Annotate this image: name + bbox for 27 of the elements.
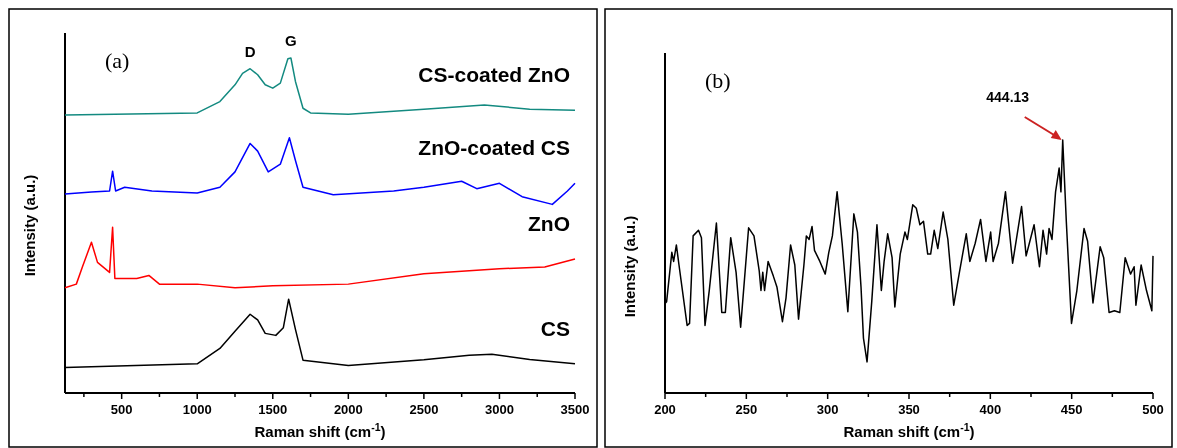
x-axis-title: Raman shift (cm$^{-1}$) bbox=[843, 421, 975, 440]
x-tick-label: 200 bbox=[654, 402, 676, 417]
series-label: ZnO-coated CS bbox=[418, 136, 570, 160]
annotation: D bbox=[244, 42, 256, 60]
annotation: 444.13 bbox=[986, 89, 1030, 105]
x-tick-label: 2000 bbox=[333, 402, 363, 417]
x-tick-label: 450 bbox=[1060, 402, 1083, 417]
x-tick-label: 3500 bbox=[560, 402, 590, 417]
series-label: CS bbox=[540, 316, 570, 340]
x-tick-label: 1000 bbox=[182, 402, 212, 417]
x-tick-label: 2500 bbox=[409, 402, 439, 417]
y-axis-title: Intensity (a.u.) bbox=[21, 174, 38, 277]
x-tick-label: 500 bbox=[1142, 402, 1164, 417]
annotation: G bbox=[285, 32, 297, 49]
x-tick-label: 1500 bbox=[258, 402, 288, 417]
x-tick-label: 400 bbox=[979, 402, 1002, 417]
x-tick-label: 350 bbox=[898, 402, 920, 417]
x-tick-label: 3000 bbox=[484, 402, 514, 417]
y-axis-title: Intensity (a.u.) bbox=[621, 215, 638, 318]
series-label: ZnO bbox=[528, 212, 570, 235]
x-tick-label: 250 bbox=[735, 402, 758, 417]
text: (b) bbox=[705, 68, 731, 93]
x-tick-label: 300 bbox=[816, 402, 839, 417]
x-tick-label: 500 bbox=[110, 402, 133, 417]
series-label: CS-coated ZnO bbox=[418, 63, 570, 87]
x-axis-title: Raman shift (cm$^{-1}$) bbox=[254, 421, 386, 440]
annotation: (a) bbox=[105, 48, 130, 73]
